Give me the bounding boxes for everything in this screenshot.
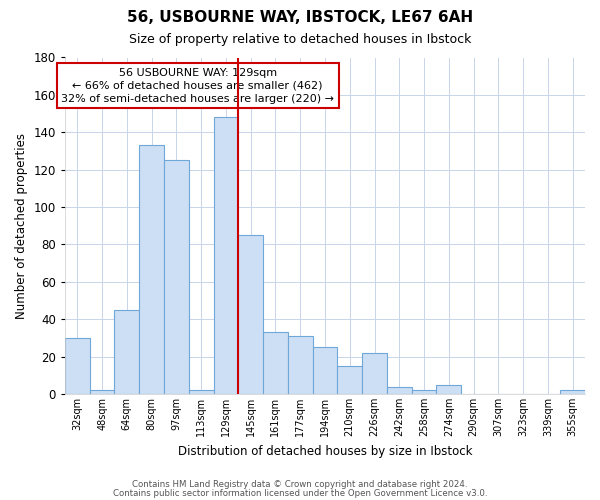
Text: Size of property relative to detached houses in Ibstock: Size of property relative to detached ho… (129, 32, 471, 46)
Bar (313, 348, 337, 394)
Text: Contains HM Land Registry data © Crown copyright and database right 2024.: Contains HM Land Registry data © Crown c… (132, 480, 468, 489)
Bar (337, 366, 362, 394)
Text: 56 USBOURNE WAY: 129sqm
← 66% of detached houses are smaller (462)
32% of semi-d: 56 USBOURNE WAY: 129sqm ← 66% of detache… (61, 68, 334, 104)
Bar (164, 160, 189, 394)
Bar (238, 235, 263, 394)
Bar (189, 390, 214, 394)
Bar (412, 390, 436, 394)
Bar (90, 390, 115, 394)
Bar (214, 118, 238, 394)
Bar (560, 390, 585, 394)
Bar (115, 310, 139, 394)
Bar (387, 386, 412, 394)
Y-axis label: Number of detached properties: Number of detached properties (15, 133, 28, 319)
Bar (362, 353, 387, 394)
Bar (263, 332, 288, 394)
Text: 56, USBOURNE WAY, IBSTOCK, LE67 6AH: 56, USBOURNE WAY, IBSTOCK, LE67 6AH (127, 10, 473, 25)
Bar (436, 384, 461, 394)
Bar (288, 336, 313, 394)
Bar (139, 146, 164, 394)
X-axis label: Distribution of detached houses by size in Ibstock: Distribution of detached houses by size … (178, 444, 472, 458)
Bar (65, 338, 90, 394)
Text: Contains public sector information licensed under the Open Government Licence v3: Contains public sector information licen… (113, 488, 487, 498)
